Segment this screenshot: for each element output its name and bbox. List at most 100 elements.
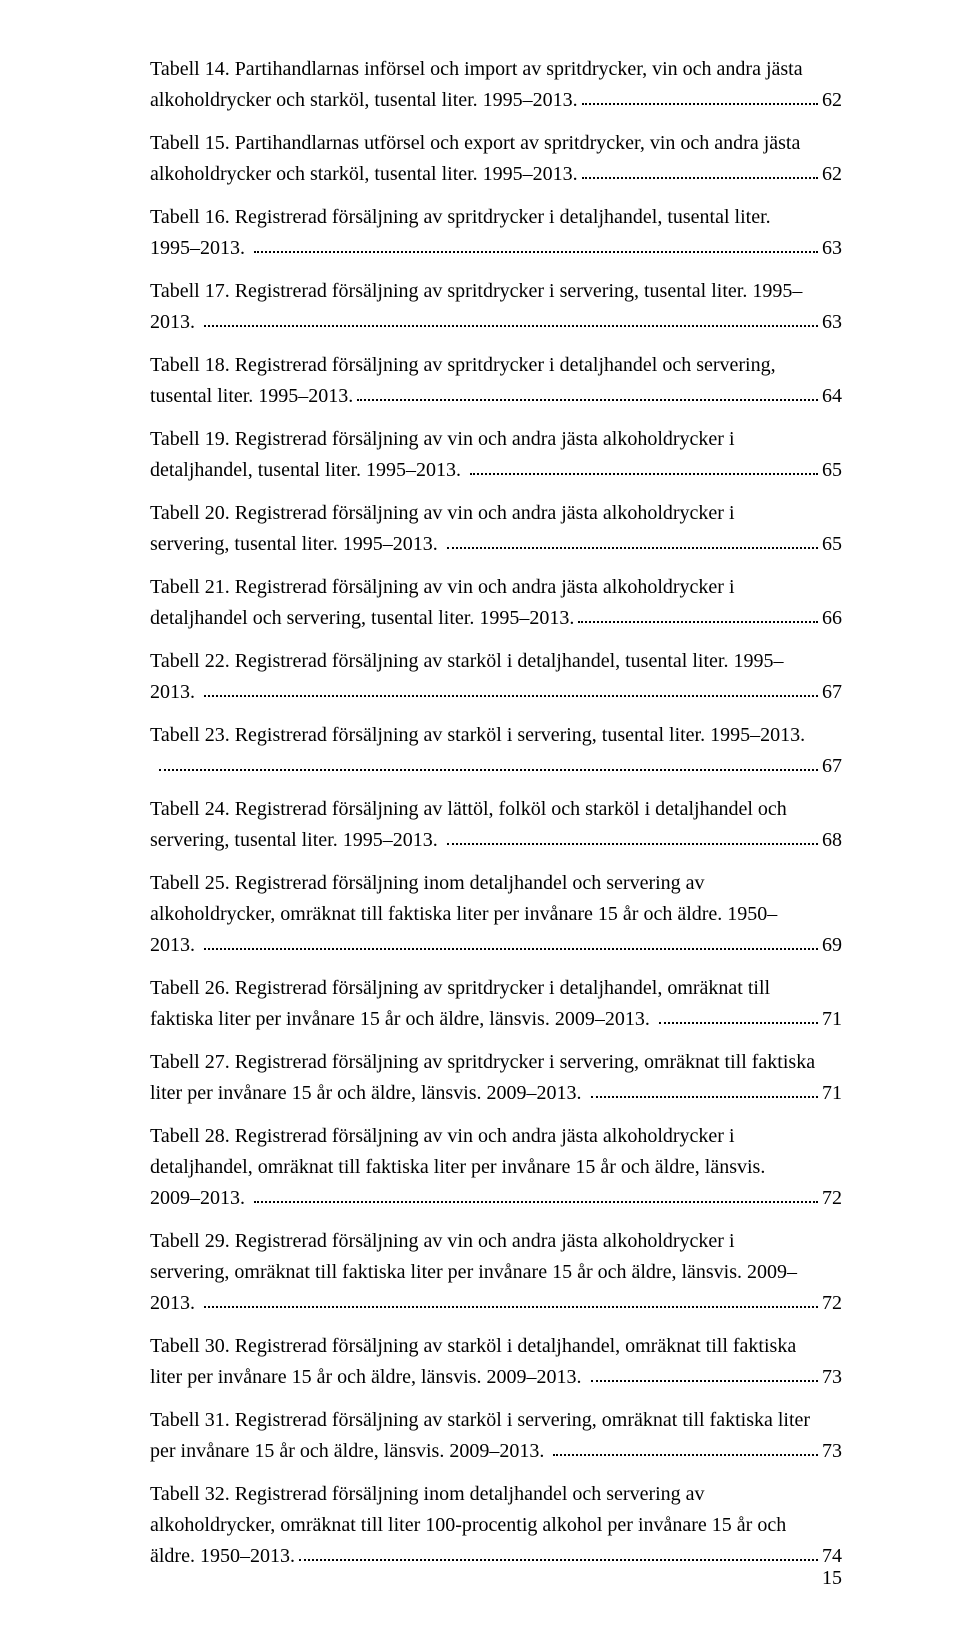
toc-entry-text: detaljhandel, omräknat till faktiska lit…: [150, 1152, 765, 1183]
toc-entry-tail-text: alkoholdrycker och starköl, tusental lit…: [150, 85, 578, 116]
toc-entry-page: 64: [822, 385, 842, 408]
toc-entry-tail-text: liter per invånare 15 år och äldre, läns…: [150, 1078, 587, 1109]
toc-entry-tail: 2013. 72: [150, 1288, 842, 1319]
toc-entry-line: Tabell 30. Registrerad försäljning av st…: [150, 1331, 842, 1362]
toc-entry-tail: 2013. 63: [150, 307, 842, 338]
toc-entry-text: Tabell 19. Registrerad försäljning av vi…: [150, 424, 735, 455]
toc-entry-tail-text: per invånare 15 år och äldre, länsvis. 2…: [150, 1436, 549, 1467]
toc-entry-tail-text: 2013.: [150, 930, 200, 961]
toc-entry-text: Tabell 20. Registrerad försäljning av vi…: [150, 498, 735, 529]
toc-entry: Tabell 17. Registrerad försäljning av sp…: [150, 276, 842, 338]
document-page: Tabell 14. Partihandlarnas införsel och …: [0, 0, 960, 1634]
toc-leader-dots: [357, 399, 818, 401]
toc-entry-page: 63: [822, 311, 842, 334]
toc-entry-tail: alkoholdrycker och starköl, tusental lit…: [150, 159, 842, 190]
toc-leader-dots: [204, 325, 818, 327]
toc-entry-line: Tabell 25. Registrerad försäljning inom …: [150, 868, 842, 899]
toc-entry-page: 72: [822, 1292, 842, 1315]
toc-entry: Tabell 28. Registrerad försäljning av vi…: [150, 1121, 842, 1214]
toc-entry-tail-text: servering, tusental liter. 1995–2013.: [150, 529, 443, 560]
toc-entry-tail-text: 2013.: [150, 677, 200, 708]
toc-entry: Tabell 30. Registrerad försäljning av st…: [150, 1331, 842, 1393]
page-number: 15: [822, 1567, 842, 1590]
toc-entry-tail-text: servering, tusental liter. 1995–2013.: [150, 825, 443, 856]
toc-entry: Tabell 29. Registrerad försäljning av vi…: [150, 1226, 842, 1319]
toc-entry-tail-text: 2009–2013.: [150, 1183, 250, 1214]
toc-entry-line: Tabell 31. Registrerad försäljning av st…: [150, 1405, 842, 1436]
toc-entry-tail: tusental liter. 1995–2013. 64: [150, 381, 842, 412]
toc-entry-line: Tabell 19. Registrerad försäljning av vi…: [150, 424, 842, 455]
toc-entry-tail-text: detaljhandel och servering, tusental lit…: [150, 603, 574, 634]
toc-entry-tail-text: tusental liter. 1995–2013.: [150, 381, 353, 412]
toc-entry-text: servering, omräknat till faktiska liter …: [150, 1257, 797, 1288]
toc-entry-tail: faktiska liter per invånare 15 år och äl…: [150, 1004, 842, 1035]
toc-entry-tail-text: äldre. 1950–2013.: [150, 1541, 295, 1572]
toc-entry-line: servering, omräknat till faktiska liter …: [150, 1257, 842, 1288]
toc-entry-text: alkoholdrycker, omräknat till liter 100-…: [150, 1510, 786, 1541]
toc-entry-line: Tabell 26. Registrerad försäljning av sp…: [150, 973, 842, 1004]
toc-entry-line: Tabell 15. Partihandlarnas utförsel och …: [150, 128, 842, 159]
toc-leader-dots: [204, 948, 818, 950]
toc-entry-text: Tabell 31. Registrerad försäljning av st…: [150, 1405, 810, 1436]
toc-entry-line: Tabell 28. Registrerad försäljning av vi…: [150, 1121, 842, 1152]
toc-entry-tail: servering, tusental liter. 1995–2013. 68: [150, 825, 842, 856]
toc-entry-line: detaljhandel, omräknat till faktiska lit…: [150, 1152, 842, 1183]
table-of-contents: Tabell 14. Partihandlarnas införsel och …: [150, 54, 842, 1572]
toc-leader-dots: [659, 1022, 818, 1024]
toc-entry-page: 62: [822, 89, 842, 112]
toc-leader-dots: [470, 473, 818, 475]
toc-entry-line: Tabell 27. Registrerad försäljning av sp…: [150, 1047, 842, 1078]
toc-entry-line: Tabell 16. Registrerad försäljning av sp…: [150, 202, 842, 233]
toc-entry-tail: servering, tusental liter. 1995–2013. 65: [150, 529, 842, 560]
toc-entry-line: Tabell 18. Registrerad försäljning av sp…: [150, 350, 842, 381]
toc-entry-line: Tabell 22. Registrerad försäljning av st…: [150, 646, 842, 677]
toc-entry-text: Tabell 15. Partihandlarnas utförsel och …: [150, 128, 800, 159]
toc-entry: Tabell 22. Registrerad försäljning av st…: [150, 646, 842, 708]
toc-entry-text: Tabell 25. Registrerad försäljning inom …: [150, 868, 705, 899]
toc-entry-tail-text: liter per invånare 15 år och äldre, läns…: [150, 1362, 587, 1393]
toc-entry: Tabell 27. Registrerad försäljning av sp…: [150, 1047, 842, 1109]
toc-leader-dots: [254, 251, 818, 253]
toc-leader-dots: [447, 547, 818, 549]
toc-leader-dots: [591, 1380, 818, 1382]
toc-entry-tail: alkoholdrycker och starköl, tusental lit…: [150, 85, 842, 116]
toc-entry: Tabell 24. Registrerad försäljning av lä…: [150, 794, 842, 856]
toc-leader-dots: [204, 1306, 818, 1308]
toc-entry-text: Tabell 17. Registrerad försäljning av sp…: [150, 276, 802, 307]
toc-leader-dots: [299, 1559, 818, 1561]
toc-leader-dots: [254, 1201, 818, 1203]
toc-entry-text: Tabell 26. Registrerad försäljning av sp…: [150, 973, 770, 1004]
toc-entry-text: Tabell 22. Registrerad försäljning av st…: [150, 646, 783, 677]
toc-entry-page: 66: [822, 607, 842, 630]
toc-entry: Tabell 25. Registrerad försäljning inom …: [150, 868, 842, 961]
toc-entry-tail-text: 2013.: [150, 307, 200, 338]
toc-entry: Tabell 19. Registrerad försäljning av vi…: [150, 424, 842, 486]
toc-entry-tail: 2013. 69: [150, 930, 842, 961]
toc-entry-tail: äldre. 1950–2013.74: [150, 1541, 842, 1572]
toc-entry-line: alkoholdrycker, omräknat till faktiska l…: [150, 899, 842, 930]
toc-leader-dots: [582, 103, 818, 105]
toc-entry-tail-text: [150, 751, 155, 782]
toc-entry: Tabell 23. Registrerad försäljning av st…: [150, 720, 842, 782]
toc-entry-page: 68: [822, 829, 842, 852]
toc-entry-tail-text: faktiska liter per invånare 15 år och äl…: [150, 1004, 655, 1035]
toc-leader-dots: [447, 843, 818, 845]
toc-entry-page: 71: [822, 1082, 842, 1105]
toc-entry-page: 69: [822, 934, 842, 957]
toc-entry: Tabell 26. Registrerad försäljning av sp…: [150, 973, 842, 1035]
toc-entry-tail: 2009–2013. 72: [150, 1183, 842, 1214]
toc-entry-tail: 1995–2013. 63: [150, 233, 842, 264]
toc-entry: Tabell 14. Partihandlarnas införsel och …: [150, 54, 842, 116]
toc-leader-dots: [204, 695, 818, 697]
toc-entry-tail-text: 1995–2013.: [150, 233, 250, 264]
toc-entry-text: Tabell 32. Registrerad försäljning inom …: [150, 1479, 705, 1510]
toc-entry-text: Tabell 18. Registrerad försäljning av sp…: [150, 350, 776, 381]
toc-entry: Tabell 15. Partihandlarnas utförsel och …: [150, 128, 842, 190]
toc-entry-page: 72: [822, 1187, 842, 1210]
toc-entry-text: Tabell 23. Registrerad försäljning av st…: [150, 720, 805, 751]
toc-entry-tail: liter per invånare 15 år och äldre, läns…: [150, 1362, 842, 1393]
toc-leader-dots: [159, 769, 818, 771]
toc-entry-page: 63: [822, 237, 842, 260]
toc-entry-page: 73: [822, 1440, 842, 1463]
toc-entry: Tabell 16. Registrerad försäljning av sp…: [150, 202, 842, 264]
